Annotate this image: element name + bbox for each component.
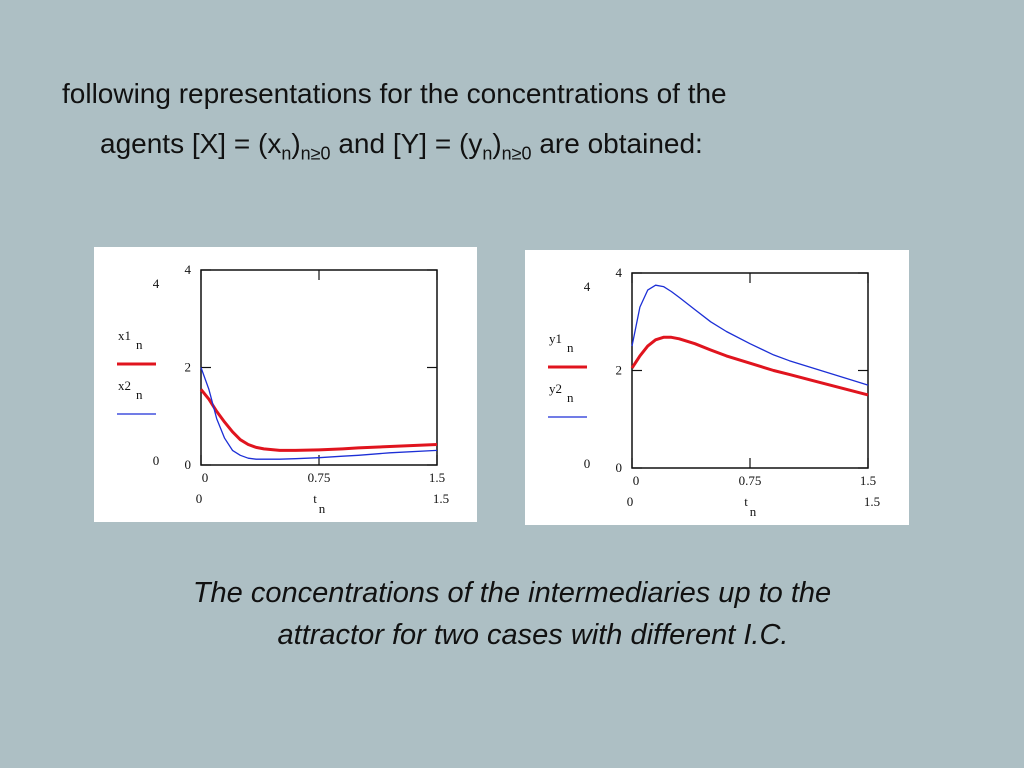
x-range-max-label: 1.5 bbox=[433, 491, 449, 506]
x-axis-label: t bbox=[744, 494, 748, 509]
legend-label-x2: x2 bbox=[118, 378, 131, 393]
x-range-min-label: 0 bbox=[196, 491, 203, 506]
series-line-x1 bbox=[199, 388, 438, 452]
legend-label-sub: n bbox=[567, 340, 574, 355]
y-tick-label: 0 bbox=[185, 457, 192, 472]
x-axis-label-sub: n bbox=[319, 501, 326, 516]
series-line-x2 bbox=[200, 367, 438, 460]
legend-label-sub: n bbox=[136, 387, 143, 402]
legend-label-sub: n bbox=[567, 390, 574, 405]
line2-part-d: ) bbox=[492, 128, 502, 159]
legend-label-sub: n bbox=[136, 337, 143, 352]
caption-line1: The concentrations of the intermediaries… bbox=[192, 577, 832, 609]
x-tick-label: 0.75 bbox=[739, 473, 762, 488]
line2-part-e: are obtained: bbox=[531, 128, 703, 159]
x-range-min-label: 0 bbox=[627, 494, 634, 509]
y-tick-label: 2 bbox=[185, 360, 192, 375]
legend-label-x1: x1 bbox=[118, 328, 131, 343]
line2-part-a: agents [X] = (x bbox=[100, 128, 282, 159]
intro-text-line1: following representations for the concen… bbox=[62, 78, 727, 109]
x-axis-label: t bbox=[313, 491, 317, 506]
legend-label-y2: y2 bbox=[549, 381, 562, 396]
plot-frame bbox=[631, 272, 869, 469]
x-tick-label: 0 bbox=[633, 473, 640, 488]
line2-part-b: ) bbox=[291, 128, 301, 159]
line2-sub-y-range: n≥0 bbox=[501, 143, 532, 164]
y-range-max-label: 4 bbox=[584, 279, 591, 294]
x-tick-label: 1.5 bbox=[429, 470, 445, 485]
figure-caption: The concentrations of the intermediaries… bbox=[0, 572, 1024, 656]
x-range-max-label: 1.5 bbox=[864, 494, 880, 509]
y-tick-label: 4 bbox=[185, 262, 192, 277]
chart-panel-x: 0 2 4 0 0.75 1.5 0 1.5 t n 4 0 x1 n x2 n bbox=[94, 247, 477, 522]
legend-label-y1: y1 bbox=[549, 331, 562, 346]
y-range-min-label: 0 bbox=[584, 456, 591, 471]
x-tick-label: 1.5 bbox=[860, 473, 876, 488]
x-tick-label: 0.75 bbox=[308, 470, 331, 485]
series-line-y1 bbox=[630, 335, 869, 397]
x-tick-label: 0 bbox=[202, 470, 209, 485]
series-line-y2 bbox=[631, 284, 869, 386]
line2-sub-x-range: n≥0 bbox=[300, 143, 331, 164]
line2-sub-x-n: n bbox=[281, 143, 292, 164]
y-tick-label: 0 bbox=[616, 460, 623, 475]
y-tick-label: 2 bbox=[616, 363, 623, 378]
y-range-min-label: 0 bbox=[153, 453, 160, 468]
y-range-max-label: 4 bbox=[153, 276, 160, 291]
line2-sub-y-n: n bbox=[482, 143, 493, 164]
x-axis-label-sub: n bbox=[750, 504, 757, 519]
chart-panel-y: 0 2 4 0 0.75 1.5 0 1.5 t n 4 0 y1 n y2 n bbox=[525, 250, 909, 525]
intro-text-line2: agents [X] = (xn)n≥0 and [Y] = (yn)n≥0 a… bbox=[100, 128, 703, 165]
y-tick-label: 4 bbox=[616, 265, 623, 280]
line2-part-c: and [Y] = (y bbox=[330, 128, 483, 159]
caption-line2: attractor for two cases with different I… bbox=[277, 619, 789, 651]
